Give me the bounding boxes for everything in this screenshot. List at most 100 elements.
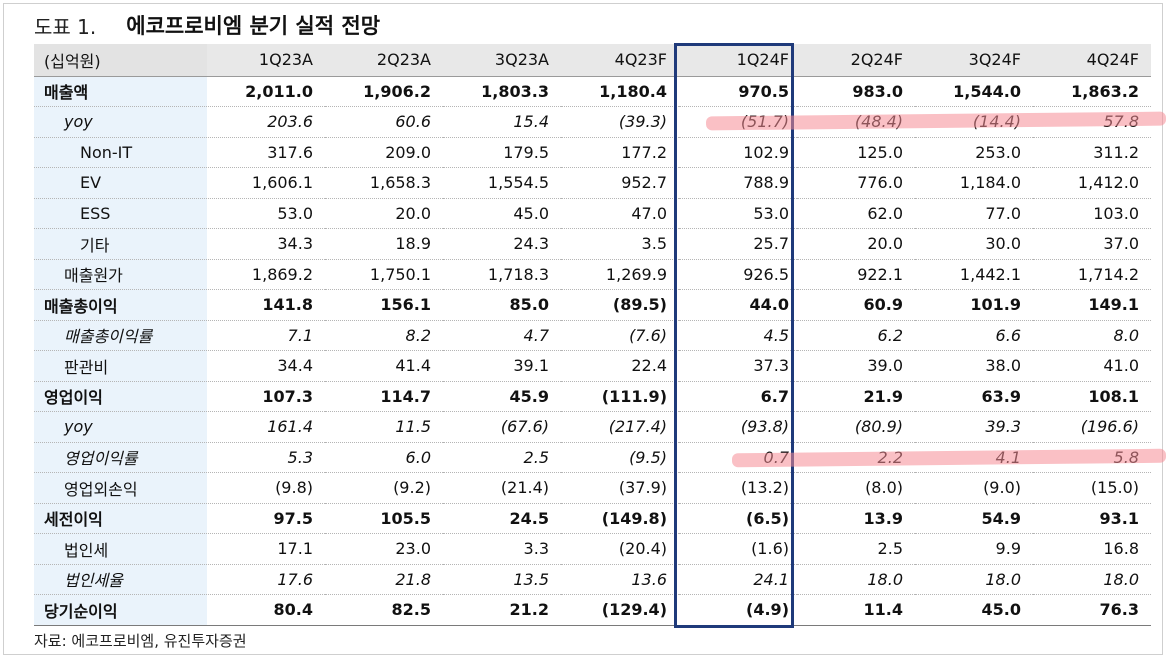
table-cell: 317.6 — [207, 137, 325, 168]
table-row: 매출총이익 141.8 156.1 85.0 (89.5) 44.0 60.9 101.9 14… — [34, 289, 1151, 321]
table-cell: (149.8) — [561, 503, 679, 534]
row-label: 법인세 — [34, 533, 208, 565]
table-cell: 1,606.1 — [207, 167, 325, 199]
row-label: 당기순이익 — [34, 594, 208, 626]
table-row: 매출총이익률 7.1 8.2 4.7 (7.6) 4.5 6.2 6.6 8.0 — [34, 320, 1151, 351]
column-header: 3Q24F — [915, 44, 1033, 77]
table-cell: 8.0 — [1033, 320, 1151, 351]
table-row: yoy 203.6 60.6 15.4 (39.3) (51.7) (48.4) (14.4)… — [34, 106, 1151, 138]
table-cell: 41.0 — [1033, 350, 1151, 382]
table-cell: 952.7 — [561, 167, 679, 199]
row-label-text: 당기순이익 — [44, 601, 118, 621]
table-cell: 1,803.3 — [443, 76, 561, 107]
column-header: 2Q23A — [325, 44, 443, 77]
row-label-text: 매출총이익률 — [64, 327, 153, 347]
table-cell: 39.0 — [797, 350, 915, 382]
table-cell: 6.6 — [915, 320, 1033, 351]
table-row: 세전이익 97.5 105.5 24.5 (149.8) (6.5) 13.9 54.9 93.… — [34, 503, 1151, 534]
table-cell: 97.5 — [207, 503, 325, 534]
table-cell: 1,906.2 — [325, 76, 443, 107]
table-cell: (80.9) — [797, 411, 915, 443]
table-cell: 4.7 — [443, 320, 561, 351]
table-cell: 4.1 — [915, 442, 1033, 473]
table-cell: 53.0 — [207, 198, 325, 229]
table-cell: 54.9 — [915, 503, 1033, 534]
table-cell: 93.1 — [1033, 503, 1151, 534]
table-cell: 11.4 — [797, 594, 915, 626]
table-cell: (51.7) — [679, 106, 797, 138]
table-cell: (9.0) — [915, 472, 1033, 504]
table-cell: 161.4 — [207, 411, 325, 443]
table-cell: 1,544.0 — [915, 76, 1033, 107]
row-label: yoy — [34, 106, 208, 138]
row-label-text: 영업이익 — [44, 388, 103, 408]
table-cell: 203.6 — [207, 106, 325, 138]
row-label-text: 법인세 — [64, 540, 109, 560]
table-cell: 41.4 — [325, 350, 443, 382]
row-label: 법인세율 — [34, 564, 208, 595]
table-cell: 788.9 — [679, 167, 797, 199]
table-row: 법인세율 17.6 21.8 13.5 13.6 24.1 18.0 18.0 18.0 — [34, 564, 1151, 595]
table-cell: 76.3 — [1033, 594, 1151, 626]
table-cell: (67.6) — [443, 411, 561, 443]
table-cell: 63.9 — [915, 381, 1033, 412]
table-cell: 5.3 — [207, 442, 325, 473]
table-cell: 18.9 — [325, 228, 443, 260]
unit-label: (십억원) — [34, 44, 207, 77]
table-cell: 18.0 — [797, 564, 915, 595]
table-cell: 177.2 — [561, 137, 679, 168]
table-cell: 101.9 — [915, 289, 1033, 321]
table-cell: 15.4 — [443, 106, 561, 138]
table-cell: 24.5 — [443, 503, 561, 534]
table-cell: 0.7 — [679, 442, 797, 473]
table-cell: 62.0 — [797, 198, 915, 229]
table-row: 영업이익 107.3 114.7 45.9 (111.9) 6.7 21.9 63.9 108.… — [34, 381, 1151, 412]
table-cell: 60.6 — [325, 106, 443, 138]
table-cell: 20.0 — [797, 228, 915, 260]
table-row: yoy 161.4 11.5 (67.6) (217.4) (93.8) (80.9) 39.… — [34, 411, 1151, 443]
table-cell: 107.3 — [207, 381, 325, 412]
source-note: 자료: 에코프로비엠, 유진투자증권 — [34, 632, 247, 650]
row-label-text: 매출총이익 — [44, 296, 118, 316]
column-header: 3Q23A — [443, 44, 561, 77]
table-cell: 970.5 — [679, 76, 797, 107]
table-cell: 776.0 — [797, 167, 915, 199]
table-cell: 1,269.9 — [561, 259, 679, 290]
table-cell: 108.1 — [1033, 381, 1151, 412]
table-cell: 6.7 — [679, 381, 797, 412]
table-cell: 311.2 — [1033, 137, 1151, 168]
row-label-text: ESS — [80, 203, 111, 223]
table-cell: (9.2) — [325, 472, 443, 504]
row-label: 매출총이익 — [34, 289, 208, 321]
table-cell: 983.0 — [797, 76, 915, 107]
table-cell: 1,658.3 — [325, 167, 443, 199]
table-cell: 39.1 — [443, 350, 561, 382]
table-cell: 13.9 — [797, 503, 915, 534]
table-cell: 114.7 — [325, 381, 443, 412]
table-cell: 6.0 — [325, 442, 443, 473]
table-cell: (7.6) — [561, 320, 679, 351]
table-cell: 6.2 — [797, 320, 915, 351]
table-cell: (39.3) — [561, 106, 679, 138]
table-cell: 13.6 — [561, 564, 679, 595]
table-cell: 24.3 — [443, 228, 561, 260]
table-cell: 1,554.5 — [443, 167, 561, 199]
figure-frame — [3, 3, 1163, 655]
table-cell: 17.1 — [207, 533, 325, 565]
table-cell: (196.6) — [1033, 411, 1151, 443]
table-cell: 1,442.1 — [915, 259, 1033, 290]
row-label: 영업외손익 — [34, 472, 208, 504]
table-cell: 13.5 — [443, 564, 561, 595]
table-cell: (8.0) — [797, 472, 915, 504]
table-cell: 1,863.2 — [1033, 76, 1151, 107]
row-label-text: 매출액 — [44, 83, 89, 103]
table-cell: 82.5 — [325, 594, 443, 626]
table-cell: 141.8 — [207, 289, 325, 321]
row-label: ESS — [34, 198, 208, 229]
table-cell: 125.0 — [797, 137, 915, 168]
table-cell: 2.5 — [797, 533, 915, 565]
table-cell: 21.8 — [325, 564, 443, 595]
table-cell: 9.9 — [915, 533, 1033, 565]
column-header: 1Q24F — [679, 44, 797, 77]
table-cell: 24.1 — [679, 564, 797, 595]
